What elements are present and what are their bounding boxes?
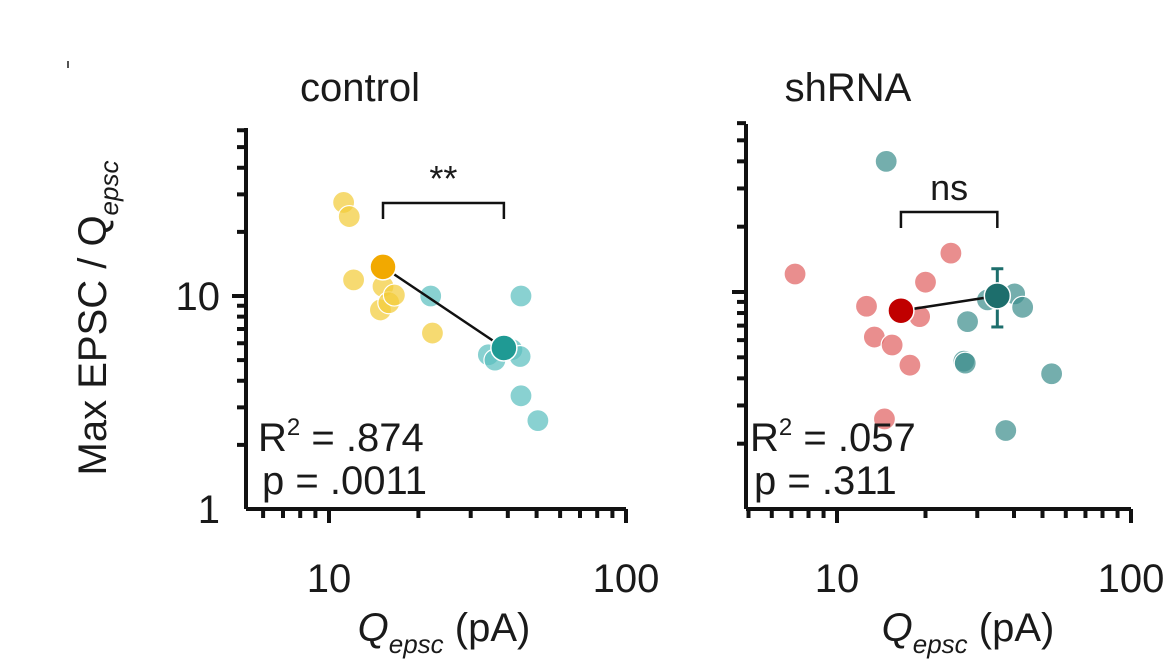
significance-bracket — [383, 203, 504, 219]
svg-text:Qepsc (pA): Qepsc (pA) — [358, 606, 531, 659]
svg-text:R2 = .057: R2 = .057 — [750, 414, 916, 460]
r2-label: R — [258, 416, 287, 460]
mean-point — [888, 298, 914, 324]
y-axis-label-sub: epsc — [94, 161, 124, 216]
data-point — [875, 150, 897, 172]
r2-value: = .057 — [792, 416, 915, 460]
panel-title: control — [300, 66, 420, 110]
x-axis-label-rest: (pA) — [968, 606, 1055, 650]
x-tick-label: 100 — [593, 557, 660, 601]
data-point — [940, 242, 962, 264]
x-axis-label-sub: epsc — [389, 629, 444, 659]
y-axis-label: Max EPSC / Qepsc — [71, 161, 124, 476]
mean-point — [370, 254, 396, 280]
data-point — [957, 311, 979, 333]
x-axis-label: Qepsc (pA) — [882, 606, 1055, 659]
x-axis-label-main: Q — [358, 606, 389, 650]
svg-text:Max EPSC / Qepsc: Max EPSC / Qepsc — [71, 161, 124, 476]
x-tick-label: 100 — [1098, 557, 1165, 601]
data-point — [784, 263, 806, 285]
data-point — [338, 206, 360, 228]
r2-sup: 2 — [779, 414, 792, 441]
y-axis-label-main: Max EPSC / Q — [71, 215, 115, 475]
data-point — [343, 269, 365, 291]
stats-annotation: R2 = .057 p = .311 — [750, 414, 916, 503]
data-point — [510, 285, 532, 307]
panel-control: control Qepsc (pA) Max EPSC / Qepsc 10 10… — [71, 66, 659, 659]
data-point — [1041, 363, 1063, 385]
data-point — [954, 352, 976, 374]
data-point — [1012, 296, 1034, 318]
panel-title: shRNA — [785, 66, 912, 110]
x-axis-label-main: Q — [882, 606, 913, 650]
data-point — [995, 420, 1017, 442]
data-point — [421, 322, 443, 344]
x-tick-label: 10 — [815, 557, 860, 601]
significance-label: ** — [429, 158, 457, 199]
y-tick-label: 10 — [176, 275, 221, 319]
r2-value: = .874 — [300, 416, 423, 460]
mean-point — [491, 335, 517, 361]
r2-sup: 2 — [287, 414, 300, 441]
svg-text:R2 = .874: R2 = .874 — [258, 414, 424, 460]
plot-area: 10 100 1 10 ** — [176, 128, 660, 601]
svg-text:Qepsc (pA): Qepsc (pA) — [882, 606, 1055, 659]
y-tick-label: 1 — [198, 488, 220, 532]
stats-annotation: R2 = .874 p = .0011 — [258, 414, 427, 503]
p-value: p = .311 — [754, 459, 897, 503]
x-axis-label-sub: epsc — [913, 629, 968, 659]
data-point — [856, 295, 878, 317]
r2-label: R — [750, 416, 779, 460]
significance-label: ns — [930, 167, 968, 208]
x-axis-label-rest: (pA) — [444, 606, 531, 650]
data-point — [899, 354, 921, 376]
p-value: p = .0011 — [262, 459, 427, 503]
data-point — [881, 334, 903, 356]
significance-bracket — [901, 212, 997, 228]
panel-shrna: shRNA Qepsc (pA) 10 100 ns R2 = .057 p = .… — [732, 66, 1164, 659]
data-point — [510, 385, 532, 407]
figure: control Qepsc (pA) Max EPSC / Qepsc 10 10… — [0, 0, 1167, 669]
x-tick-label: 10 — [307, 557, 352, 601]
data-point — [915, 271, 937, 293]
data-point — [383, 284, 405, 306]
data-point — [527, 410, 549, 432]
x-axis-label: Qepsc (pA) — [358, 606, 531, 659]
plot-area: 10 100 ns — [732, 123, 1164, 601]
mean-point — [984, 283, 1010, 309]
